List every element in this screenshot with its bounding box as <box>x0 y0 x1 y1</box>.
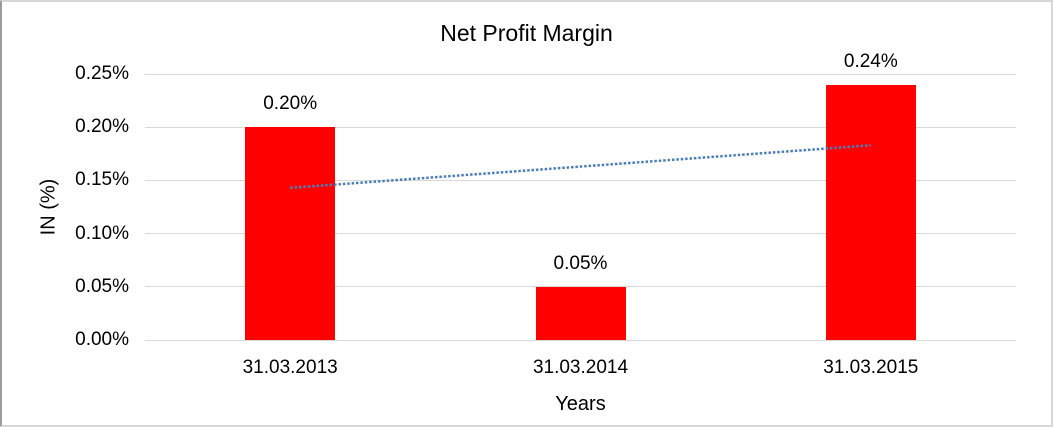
gridline <box>145 286 1016 288</box>
x-axis-tick-label: 31.03.2014 <box>532 357 629 378</box>
x-axis-tick-label: 31.03.2013 <box>242 357 338 378</box>
y-axis-tick-label: 0.20% <box>75 116 129 138</box>
gridline <box>145 73 1016 75</box>
y-axis-tick-label: 0.25% <box>75 63 129 84</box>
bar-value-label: 0.05% <box>553 252 608 274</box>
trendline-path <box>290 144 871 190</box>
x-axis-title: Years <box>555 393 606 415</box>
bar-value-label: 0.24% <box>843 50 898 72</box>
y-axis-tick-label: 0.15% <box>75 169 129 191</box>
y-axis-tick-label: 0.05% <box>75 275 129 297</box>
bar <box>535 286 626 340</box>
plot-area: 0.00% 0.05% 0.10% 0.15% 0.20% 0.25% 0.20% 31.03… <box>75 51 1016 378</box>
bar <box>825 84 916 340</box>
chart-title: Net Profit Margin <box>440 20 613 46</box>
trendline <box>290 144 871 190</box>
bar-value-label: 0.20% <box>263 93 318 115</box>
y-axis-tick-label: 0.10% <box>75 222 129 244</box>
gridline <box>145 126 1016 128</box>
bar <box>245 127 336 340</box>
gridline <box>145 179 1016 181</box>
y-axis-tick-label: 0.00% <box>75 329 129 350</box>
x-axis-tick-label: 31.03.2015 <box>823 357 919 378</box>
gridline <box>145 233 1016 235</box>
y-axis-title: IN (%) <box>37 178 60 236</box>
gridline <box>145 339 1016 341</box>
